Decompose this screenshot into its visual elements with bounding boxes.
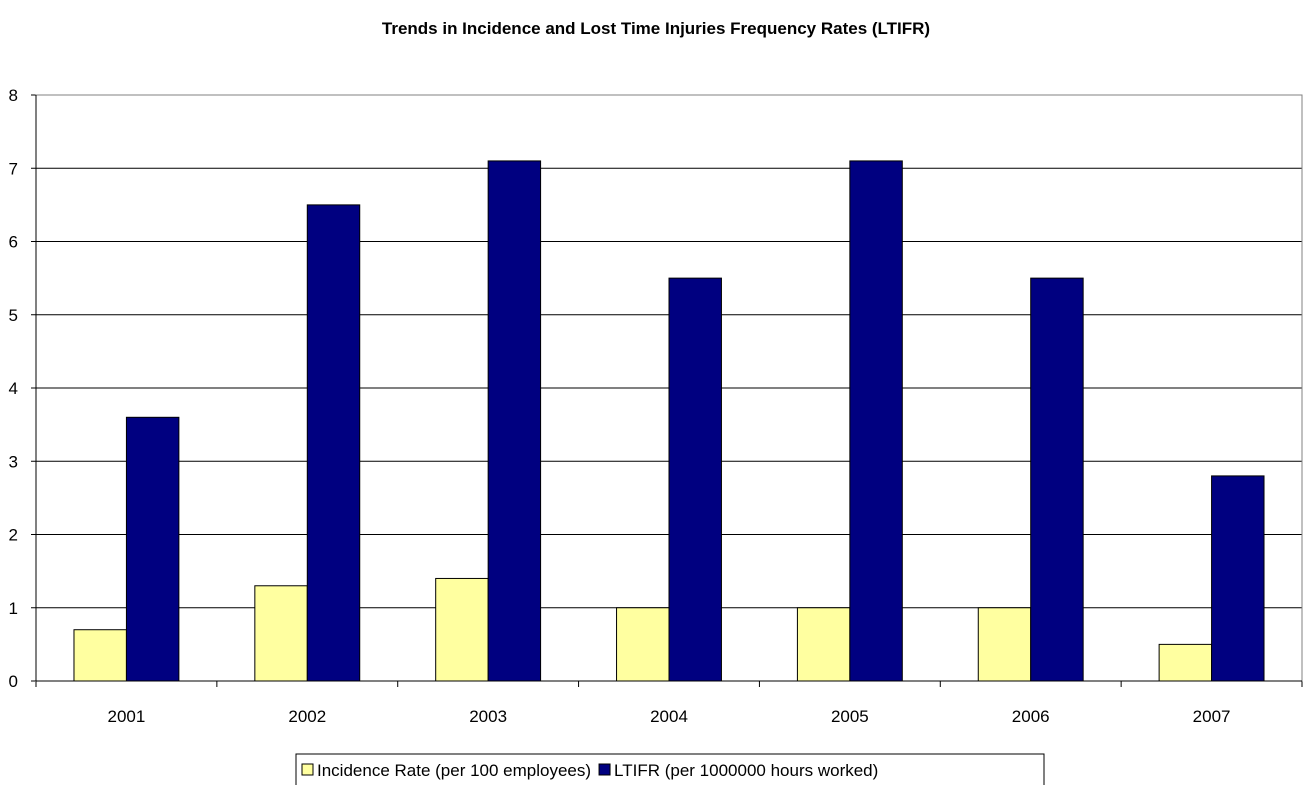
y-tick-label: 3 — [9, 452, 18, 471]
y-tick-label: 7 — [9, 159, 18, 178]
y-tick-label: 8 — [9, 86, 18, 105]
y-tick-label: 4 — [9, 379, 18, 398]
chart-title: Trends in Incidence and Lost Time Injuri… — [382, 19, 930, 38]
bar-incidence-rate — [73, 629, 127, 682]
x-tick-label: 2003 — [469, 707, 507, 726]
bar-incidence-rate — [435, 577, 489, 682]
y-tick-label: 1 — [9, 599, 18, 618]
bar-incidence-rate — [1158, 643, 1213, 682]
legend-swatch — [301, 763, 314, 776]
x-tick-label: 2005 — [831, 707, 869, 726]
x-tick-label: 2006 — [1012, 707, 1050, 726]
x-tick-label: 2007 — [1193, 707, 1231, 726]
y-tick-label: 6 — [9, 233, 18, 252]
bar-ltifr — [849, 160, 903, 682]
axes: 0 1 2 3 4 5 6 7 8 2001 2002 2003 2004 2005 2006 2007 — [9, 86, 1303, 726]
bar-incidence-rate — [616, 607, 670, 682]
legend-label: LTIFR (per 1000000 hours worked) — [614, 761, 878, 780]
bar-incidence-rate — [254, 585, 308, 682]
bar-ltifr — [1030, 277, 1084, 682]
legend-label: Incidence Rate (per 100 employees) — [317, 761, 591, 780]
bars — [73, 160, 1265, 682]
bar-ltifr — [668, 277, 722, 682]
bar-ltifr — [125, 416, 180, 682]
bar-incidence-rate — [977, 607, 1032, 682]
legend-box — [295, 753, 1045, 785]
x-tick-label: 2001 — [108, 707, 146, 726]
bar-ltifr — [1211, 475, 1265, 682]
y-tick-label: 5 — [9, 306, 18, 325]
bar-ltifr — [306, 204, 361, 682]
legend-swatch — [598, 763, 611, 776]
legend: Incidence Rate (per 100 employees) LTIFR … — [295, 753, 1045, 785]
bar-incidence-rate — [796, 607, 851, 682]
y-tick-label: 2 — [9, 526, 18, 545]
y-tick-label: 0 — [9, 672, 18, 691]
x-tick-label: 2004 — [650, 707, 688, 726]
bar-ltifr — [487, 160, 542, 682]
x-tick-label: 2002 — [288, 707, 326, 726]
